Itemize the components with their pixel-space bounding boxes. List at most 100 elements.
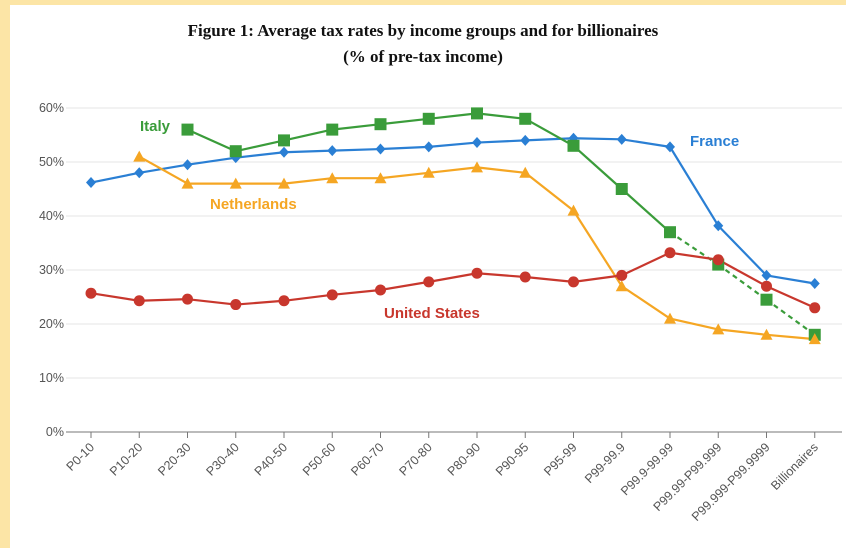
series-line-segment <box>428 112 478 120</box>
series-line-segment <box>621 138 671 148</box>
data-point-square <box>374 118 387 131</box>
data-point-triangle <box>760 328 773 340</box>
data-point-triangle <box>471 161 483 173</box>
data-point-square <box>326 123 339 136</box>
series-line-segment <box>476 166 526 174</box>
data-point-circle <box>326 289 338 301</box>
series-line-segment <box>428 272 478 283</box>
y-tick-label: 20% <box>39 317 64 331</box>
series-line-segment <box>332 147 381 152</box>
series-line-segment <box>524 171 575 212</box>
y-tick-label: 50% <box>39 155 64 169</box>
data-point-square <box>471 107 483 120</box>
series-line-segment <box>187 128 237 153</box>
data-point-circle <box>664 247 676 259</box>
y-tick-label: 30% <box>39 263 64 277</box>
x-tick-label: P99-99.9 <box>582 440 628 486</box>
series-line-segment <box>138 155 189 185</box>
x-tick-label: P95-99 <box>541 440 579 478</box>
series-line-segment <box>283 128 333 142</box>
series-line-segment <box>669 317 719 331</box>
data-point-diamond <box>279 146 289 158</box>
data-point-square <box>567 139 580 152</box>
series-line-segment <box>476 112 526 120</box>
series-line-segment <box>766 333 815 341</box>
data-point-square <box>229 145 242 158</box>
data-point-circle <box>761 280 772 292</box>
data-point-triangle <box>519 166 532 178</box>
series-line-segment <box>283 149 333 154</box>
data-point-square <box>760 293 773 306</box>
x-tick-label: P80-90 <box>445 440 483 478</box>
series-line-segment <box>90 292 140 302</box>
data-point-diamond <box>182 159 193 171</box>
data-point-circle <box>133 295 145 307</box>
data-point-square <box>181 123 194 136</box>
y-tick-label: 10% <box>39 371 64 385</box>
data-point-diamond <box>616 133 627 145</box>
series-line-segment <box>717 263 768 301</box>
y-tick-label: 60% <box>39 101 64 115</box>
data-point-square <box>519 112 532 125</box>
x-tick-label: P90-95 <box>493 440 531 478</box>
series-line-segment <box>283 177 333 185</box>
x-tick-label: Billionaires <box>768 440 821 493</box>
series-line-segment <box>90 171 140 184</box>
data-point-triangle <box>712 323 725 335</box>
data-point-circle <box>85 287 97 299</box>
series-line-segment <box>187 298 236 306</box>
series-line-segment <box>476 272 526 279</box>
series-line-segment <box>380 117 429 126</box>
series-line-segment <box>717 224 768 277</box>
series-line-segment <box>573 137 622 141</box>
chart-title: Figure 1: Average tax rates by income gr… <box>0 18 846 70</box>
data-point-square <box>664 226 676 239</box>
x-tick-label: P70-80 <box>396 440 434 478</box>
data-point-square <box>422 112 435 125</box>
x-tick-label: P20-30 <box>155 440 193 478</box>
data-point-triangle <box>326 172 339 184</box>
data-point-triangle <box>181 177 194 189</box>
y-tick-label: 40% <box>39 209 64 223</box>
series-line-segment <box>283 293 333 302</box>
series-line-segment <box>765 298 816 336</box>
y-tick-label: 0% <box>46 425 64 439</box>
data-point-circle <box>278 295 290 307</box>
data-point-triangle <box>229 177 242 189</box>
data-point-diamond <box>423 141 434 153</box>
series-line-segment <box>380 171 429 180</box>
series-label: France <box>690 133 739 150</box>
data-point-circle <box>471 267 483 279</box>
data-point-triangle <box>133 150 146 162</box>
data-point-diamond <box>713 220 724 232</box>
series-line-segment <box>380 145 429 151</box>
series-line-segment <box>524 117 575 147</box>
series-label: Netherlands <box>210 196 297 213</box>
data-point-circle <box>809 302 821 314</box>
series-line-segment <box>428 166 478 174</box>
data-point-triangle <box>278 177 290 189</box>
series-line-segment <box>766 274 815 285</box>
data-point-circle <box>182 293 193 305</box>
data-point-circle <box>616 269 628 281</box>
series-line-segment <box>525 275 574 283</box>
series-line-segment <box>573 274 622 283</box>
series-line-segment <box>235 151 285 159</box>
series-line-segment <box>525 137 574 142</box>
x-tick-label: P60-70 <box>348 440 386 478</box>
data-point-square <box>615 183 628 195</box>
series-line-segment <box>428 141 478 148</box>
data-point-triangle <box>808 333 821 345</box>
data-point-triangle <box>615 280 628 292</box>
series-line-segment <box>572 144 623 190</box>
data-point-diamond <box>134 167 145 179</box>
data-point-diamond <box>86 177 96 189</box>
x-tick-label: P0-10 <box>64 440 98 474</box>
series-line-segment <box>621 285 671 320</box>
series-line-segment <box>235 299 285 306</box>
series-line-segment <box>572 210 623 287</box>
data-point-square <box>278 134 290 147</box>
x-tick-label: P10-20 <box>107 440 145 478</box>
x-tick-label: P40-50 <box>252 440 290 478</box>
